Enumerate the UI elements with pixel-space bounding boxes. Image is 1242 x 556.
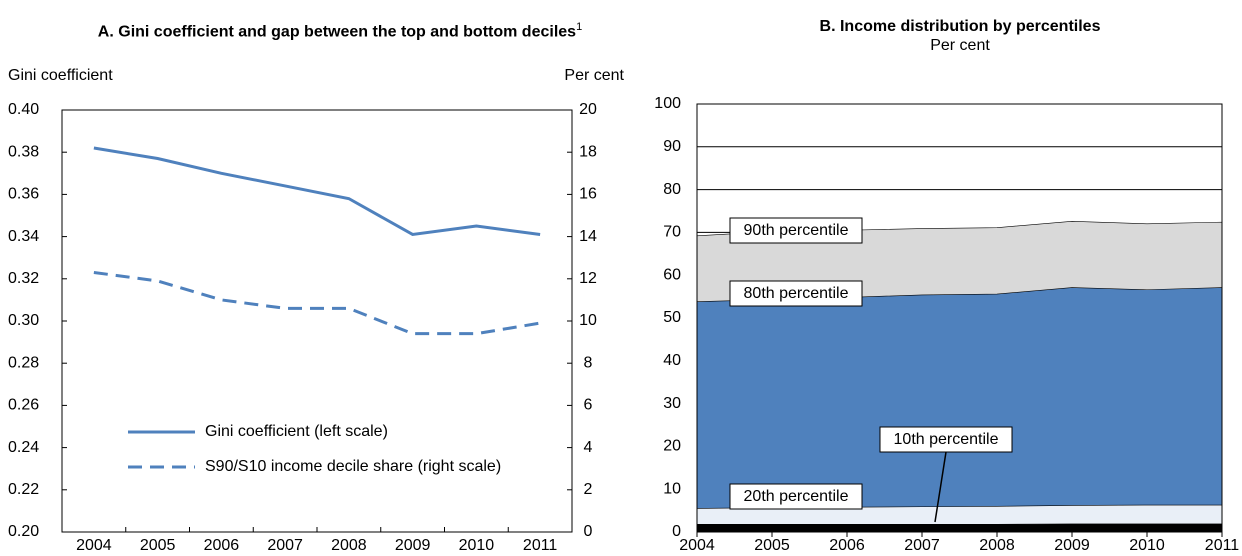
y2-tick-label: 18 — [579, 143, 597, 160]
panel-b-subtitle: Per cent — [930, 37, 990, 54]
series-label: 80th percentile — [744, 285, 849, 302]
y-tick-label: 80 — [663, 181, 681, 198]
x-tick-label: 2004 — [76, 537, 112, 554]
y-tick-label: 0 — [672, 523, 681, 540]
y-tick-label: 0.26 — [8, 397, 39, 414]
data-area — [696, 523, 1223, 533]
data-line — [93, 270, 541, 336]
y2-axis-label: Per cent — [564, 67, 624, 84]
y-tick-label: 0.20 — [8, 523, 39, 540]
panel-a-title: A. Gini coefficient and gap between the … — [70, 17, 610, 42]
y-tick-label: 30 — [663, 395, 681, 412]
series-label-box — [729, 483, 863, 510]
y-tick-label: 10 — [663, 480, 681, 497]
x-tick-label: 2010 — [459, 537, 495, 554]
y2-tick-label: 6 — [584, 397, 593, 414]
y-tick-label: 0.22 — [8, 481, 39, 498]
y-tick-label: 70 — [663, 224, 681, 241]
title-note: 1 — [576, 21, 583, 33]
x-tick-label: 2011 — [1205, 537, 1240, 554]
y2-tick-label: 14 — [579, 228, 597, 245]
y-tick-label: 50 — [663, 309, 681, 326]
y-tick-label: 0.36 — [8, 186, 39, 203]
y-tick-label: 0.32 — [8, 270, 39, 287]
x-tick-label: 2007 — [904, 537, 940, 554]
x-tick-label: 2005 — [754, 537, 790, 554]
y-tick-label: 0.40 — [8, 101, 39, 118]
title-text: A. Gini coefficient and gap between the … — [97, 23, 577, 41]
y2-tick-label: 4 — [584, 439, 593, 456]
x-tick-label: 2006 — [829, 537, 865, 554]
legend-label: Gini coefficient (left scale) — [205, 423, 388, 440]
panel-b-title: B. Income distribution by percentiles — [819, 18, 1101, 35]
y-tick-label: 90 — [663, 138, 681, 155]
y-tick-label: 0.30 — [8, 312, 39, 329]
x-tick-label: 2004 — [679, 537, 715, 554]
x-tick-label: 2008 — [979, 537, 1015, 554]
plot-frame — [61, 109, 573, 533]
legend-label: S90/S10 income decile share (right scale… — [205, 458, 501, 475]
x-tick-label: 2010 — [1129, 537, 1165, 554]
series-label-box — [879, 426, 1013, 453]
y2-tick-label: 16 — [579, 186, 597, 203]
series-label-box — [729, 217, 863, 244]
x-tick-label: 2006 — [204, 537, 240, 554]
y2-tick-label: 10 — [579, 312, 597, 329]
x-tick-label: 2009 — [395, 537, 431, 554]
y-tick-label: 0.34 — [8, 228, 39, 245]
series-label-box — [729, 280, 863, 307]
y-tick-label: 100 — [654, 95, 681, 112]
series-label: 10th percentile — [894, 431, 999, 448]
y2-tick-label: 8 — [584, 354, 593, 371]
data-line — [93, 146, 541, 237]
y-tick-label: 40 — [663, 352, 681, 369]
series-label: 90th percentile — [744, 222, 849, 239]
x-tick-label: 2005 — [140, 537, 176, 554]
y2-tick-label: 20 — [579, 101, 597, 118]
y-tick-label: 0.38 — [8, 143, 39, 160]
y-tick-label: 0.24 — [8, 439, 39, 456]
y-axis-label: Gini coefficient — [8, 67, 113, 84]
x-tick-label: 2008 — [331, 537, 367, 554]
y2-tick-label: 2 — [584, 481, 593, 498]
x-tick-label: 2011 — [523, 537, 558, 554]
label-leader — [934, 451, 947, 523]
y-tick-label: 20 — [663, 438, 681, 455]
x-tick-label: 2007 — [267, 537, 303, 554]
y-tick-label: 0.28 — [8, 354, 39, 371]
y-tick-label: 60 — [663, 266, 681, 283]
x-tick-label: 2009 — [1054, 537, 1090, 554]
y2-tick-label: 12 — [579, 270, 597, 287]
series-label: 20th percentile — [744, 488, 849, 505]
plot-frame — [696, 103, 1223, 533]
y2-tick-label: 0 — [584, 523, 593, 540]
